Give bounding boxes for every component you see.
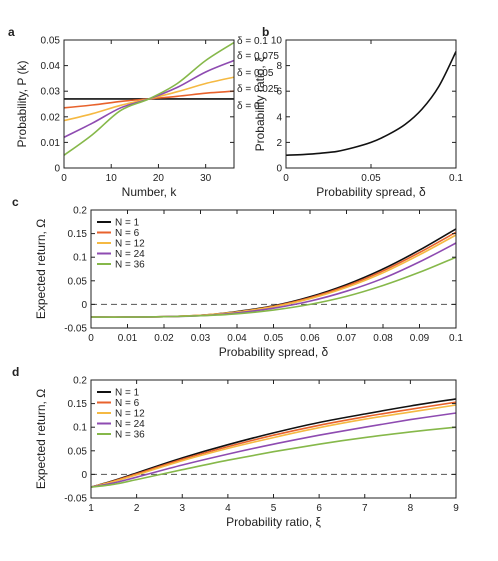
plot-frame [63, 39, 235, 169]
panel-label: b [262, 25, 269, 39]
y-tick-label: 0.02 [41, 112, 61, 123]
x-axis-label: Number, k [122, 185, 178, 199]
legend-entry: N = 6 [115, 398, 140, 409]
x-tick-label: 5 [271, 503, 277, 514]
x-tick-label: 0.1 [449, 173, 463, 184]
x-tick-label: 0.1 [449, 333, 463, 344]
y-axis-label: Expected return, Ω [34, 219, 48, 319]
x-tick-label: 7 [362, 503, 368, 514]
x-tick-label: 0.09 [410, 333, 430, 344]
legend-entry: N = 36 [115, 430, 145, 441]
legend-entry: N = 1 [115, 218, 140, 229]
series-line-2 [90, 404, 457, 488]
y-tick-label: 0.05 [68, 446, 88, 457]
y-axis-label: Probability ratio, ξ [253, 56, 267, 151]
x-tick-label: 9 [453, 503, 459, 514]
series-line-4 [90, 426, 457, 488]
x-tick-label: 0.05 [361, 173, 381, 184]
x-tick-label: 3 [179, 503, 185, 514]
series-label: δ = 0 [237, 101, 260, 112]
y-axis-label: Probability, P (k) [15, 61, 29, 148]
x-tick-label: 1 [88, 503, 94, 514]
y-tick-label: 0 [81, 470, 87, 481]
y-tick-label: 0.03 [41, 87, 61, 98]
y-tick-label: 0 [276, 164, 282, 175]
series-line-0 [90, 398, 457, 488]
panel-label: c [12, 195, 19, 209]
y-tick-label: 0.04 [41, 61, 61, 72]
legend-entry: N = 24 [115, 419, 145, 430]
x-tick-label: 0.02 [154, 333, 174, 344]
series-line-3 [90, 412, 457, 488]
x-tick-label: 0.05 [264, 333, 284, 344]
x-axis-label: Probability spread, δ [219, 345, 329, 359]
x-tick-label: 0 [283, 173, 289, 184]
y-tick-label: 0.1 [73, 253, 87, 264]
y-tick-label: 4 [276, 112, 282, 123]
y-tick-label: 2 [276, 138, 282, 149]
y-tick-label: 8 [276, 61, 282, 72]
x-tick-label: 0.01 [118, 333, 138, 344]
legend-entry: N = 12 [115, 239, 145, 250]
x-tick-label: 0.06 [300, 333, 320, 344]
legend-entry: N = 1 [115, 388, 140, 399]
y-tick-label: 6 [276, 87, 282, 98]
series-label: δ = 0.1 [237, 36, 268, 47]
y-tick-label: 0.05 [68, 276, 88, 287]
panel-label: d [12, 365, 19, 379]
plot-frame [285, 39, 457, 169]
series-line-4 [63, 41, 235, 156]
y-tick-label: -0.05 [64, 324, 87, 335]
y-tick-label: 0.05 [41, 36, 61, 47]
x-tick-label: 20 [153, 173, 165, 184]
x-tick-label: 0.07 [337, 333, 357, 344]
x-tick-label: 8 [408, 503, 414, 514]
x-axis-label: Probability ratio, ξ [226, 515, 321, 529]
panel-label: a [8, 25, 15, 39]
x-axis-label: Probability spread, δ [316, 185, 426, 199]
y-axis-label: Expected return, Ω [34, 389, 48, 489]
series-label: δ = 0.05 [237, 68, 274, 79]
x-tick-label: 2 [134, 503, 140, 514]
series-label: δ = 0.025 [237, 84, 279, 95]
x-tick-label: 6 [316, 503, 322, 514]
legend-entry: N = 12 [115, 409, 145, 420]
panel-c: c 0 0.01 0.02 0.03 0.04 0.05 0.06 0.07 0.08 0.09 0.… [12, 195, 463, 359]
y-tick-label: 0.15 [68, 399, 88, 410]
x-tick-label: 4 [225, 503, 231, 514]
y-tick-label: -0.05 [64, 494, 87, 505]
x-tick-label: 0.08 [373, 333, 393, 344]
x-tick-label: 0.03 [191, 333, 211, 344]
x-tick-label: 0.04 [227, 333, 247, 344]
legend-entry: N = 36 [115, 260, 145, 271]
y-tick-label: 0 [54, 164, 60, 175]
series-label: δ = 0.075 [237, 51, 279, 62]
legend-entry: N = 6 [115, 228, 140, 239]
x-tick-label: 10 [106, 173, 118, 184]
plot-frame [90, 379, 457, 499]
panel-d: d 1 2 3 4 5 6 7 8 9 -0.05 0 0.05 0.1 0.15 0.2 Probabilit… [12, 365, 459, 529]
y-tick-label: 0.1 [73, 423, 87, 434]
y-tick-label: 0.2 [73, 376, 87, 387]
y-tick-label: 0 [81, 300, 87, 311]
panel-b: b 0 0.05 0.1 0 2 4 6 8 10 Probability spread, δ Pro… [253, 25, 463, 199]
series-line-0 [285, 51, 457, 156]
x-tick-label: 0 [88, 333, 94, 344]
series-line-4 [90, 256, 457, 318]
x-tick-label: 0 [61, 173, 67, 184]
y-tick-label: 10 [271, 36, 283, 47]
y-tick-label: 0.15 [68, 229, 88, 240]
legend-entry: N = 24 [115, 249, 145, 260]
x-tick-label: 30 [200, 173, 212, 184]
y-tick-label: 0.2 [73, 206, 87, 217]
y-tick-label: 0.01 [41, 138, 61, 149]
